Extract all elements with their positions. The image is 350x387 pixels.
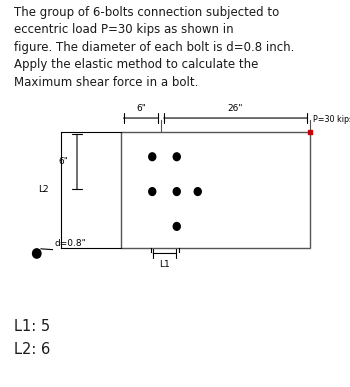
Text: L1: 5: L1: 5	[14, 319, 50, 334]
Circle shape	[33, 249, 41, 258]
Circle shape	[149, 188, 156, 195]
Text: d=0.8": d=0.8"	[54, 239, 86, 248]
Circle shape	[194, 188, 201, 195]
Bar	[121, 132, 310, 248]
Circle shape	[149, 153, 156, 161]
Text: L2: 6: L2: 6	[14, 342, 50, 358]
Circle shape	[173, 153, 180, 161]
Text: 6": 6"	[58, 157, 68, 166]
Text: 26": 26"	[228, 104, 243, 113]
Text: 6": 6"	[136, 104, 146, 113]
Text: The group of 6-bolts connection subjected to
eccentric load P=30 kips as shown i: The group of 6-bolts connection subjecte…	[14, 6, 294, 89]
Text: P=30 kips: P=30 kips	[313, 115, 350, 125]
Circle shape	[173, 188, 180, 195]
Circle shape	[173, 223, 180, 230]
Text: L1: L1	[159, 260, 170, 269]
Text: L2: L2	[38, 185, 49, 194]
